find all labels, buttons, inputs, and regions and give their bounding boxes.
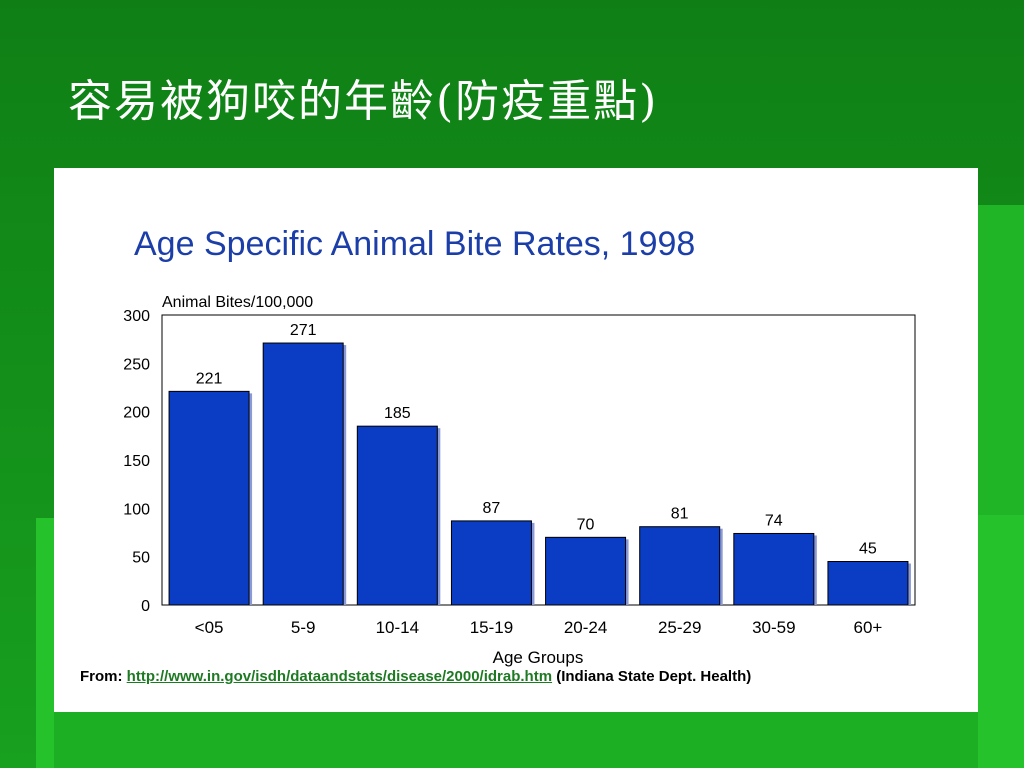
source-link[interactable]: http://www.in.gov/isdh/dataandstats/dise…	[126, 668, 553, 685]
bar	[262, 342, 344, 606]
chart-panel: Age Specific Animal Bite Rates, 1998 Ani…	[54, 168, 978, 712]
x-tick-label: 5-9	[291, 618, 316, 637]
y-tick-label: 200	[123, 405, 150, 422]
decor-bar-left	[36, 518, 54, 768]
bar-value-label: 221	[196, 370, 223, 387]
y-tick-label: 50	[132, 550, 150, 567]
y-tick-label: 250	[123, 356, 150, 373]
y-tick-label: 150	[123, 453, 150, 470]
y-tick-label: 0	[141, 598, 150, 615]
chart-title: Age Specific Animal Bite Rates, 1998	[134, 225, 695, 263]
bar-chart: Age Specific Animal Bite Rates, 1998 Ani…	[123, 225, 916, 667]
slide-title: 容易被狗咬的年齡(防疫重點)	[68, 76, 659, 127]
x-tick-label: 20-24	[564, 618, 607, 637]
bar-value-label: 70	[577, 516, 595, 533]
decor-bar-right	[978, 205, 1024, 515]
y-tick-label: 300	[123, 308, 150, 325]
decor-bar-right-lower	[978, 515, 1024, 768]
bar	[733, 532, 815, 606]
x-tick-label: 30-59	[752, 618, 795, 637]
y-tick-label: 100	[123, 501, 150, 518]
x-tick-label: 10-14	[376, 618, 419, 637]
bar	[545, 536, 627, 606]
y-ticks: 0 50 100 150 200 250 300	[123, 308, 150, 615]
x-tick-label: 15-19	[470, 618, 513, 637]
x-tick-label: 60+	[854, 618, 883, 637]
bar-value-label: 74	[765, 512, 783, 529]
bar-value-label: 185	[384, 405, 411, 422]
bar-value-label: 81	[671, 506, 689, 523]
bars: 221 271 185 87 70 81 74 45	[168, 322, 911, 606]
source-prefix: From:	[80, 668, 123, 685]
source-suffix: (Indiana State Dept. Health)	[556, 668, 752, 685]
source-citation: From: http://www.in.gov/isdh/dataandstat…	[80, 668, 975, 685]
x-axis-label: Age Groups	[493, 648, 584, 667]
decor-bar-bottom	[54, 712, 978, 768]
x-ticks: <05 5-9 10-14 15-19 20-24 25-29 30-59 60+	[195, 618, 883, 637]
bar	[827, 561, 909, 606]
bar-value-label: 87	[483, 500, 501, 517]
bar	[639, 526, 721, 606]
y-axis-label: Animal Bites/100,000	[162, 294, 313, 311]
bar	[168, 390, 250, 606]
bar-value-label: 271	[290, 322, 317, 339]
bar-value-label: 45	[859, 541, 877, 558]
x-tick-label: <05	[195, 618, 224, 637]
x-tick-label: 25-29	[658, 618, 701, 637]
bar	[356, 425, 438, 606]
plot-frame	[161, 314, 916, 606]
bar	[450, 520, 532, 606]
